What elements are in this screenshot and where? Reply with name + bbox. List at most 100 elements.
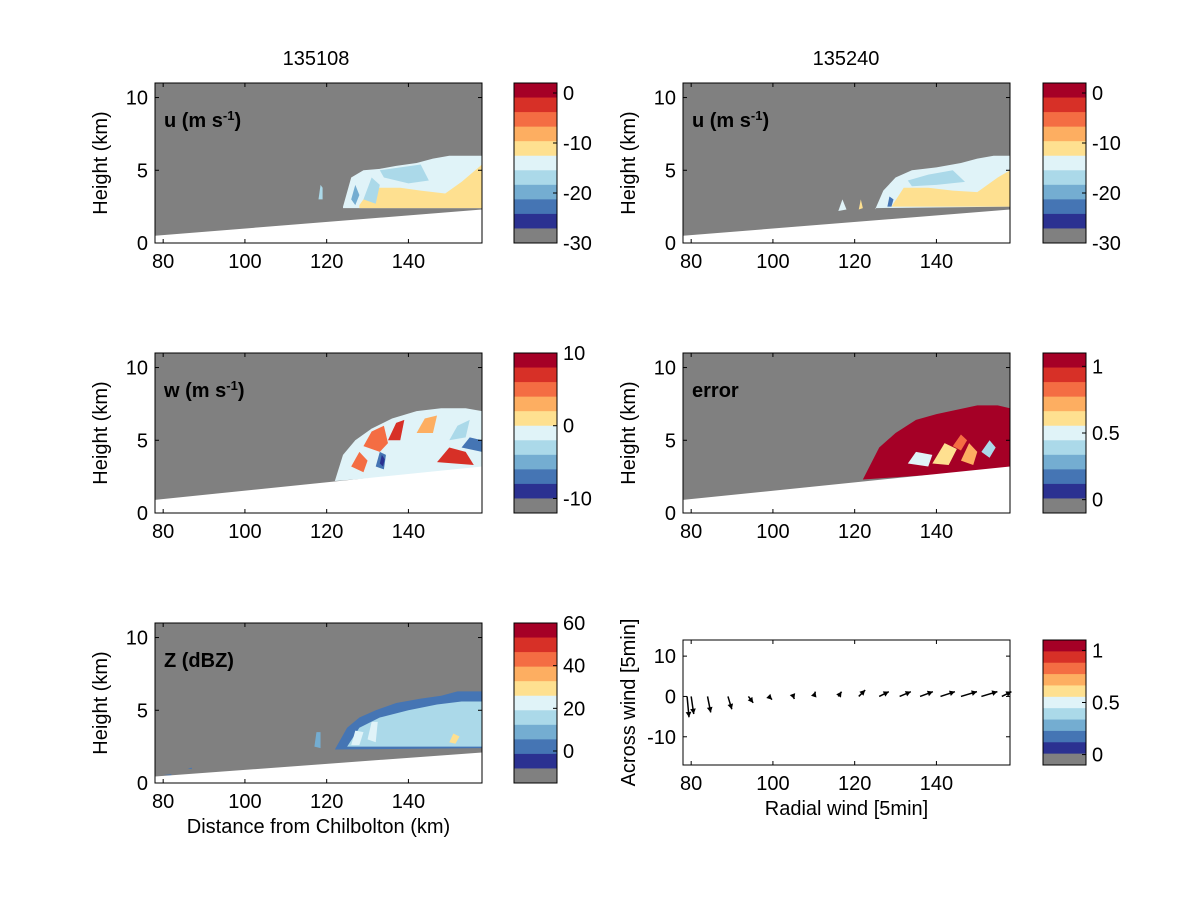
field-region bbox=[461, 437, 482, 452]
colorbar-band bbox=[1043, 651, 1086, 664]
colorbar-band bbox=[514, 126, 557, 142]
colorbar-band bbox=[514, 739, 557, 755]
colorbar-band bbox=[1043, 730, 1086, 743]
x-tick-label: 100 bbox=[228, 791, 261, 813]
field-region bbox=[449, 419, 470, 441]
y-tick-label: 5 bbox=[137, 160, 148, 182]
field-region bbox=[318, 184, 323, 200]
colorbar-band bbox=[514, 367, 557, 383]
colorbar-band bbox=[1043, 184, 1086, 200]
y-tick-label: 5 bbox=[137, 430, 148, 452]
x-tick-label: 120 bbox=[838, 521, 871, 543]
field-region bbox=[907, 451, 933, 467]
y-tick-label: 0 bbox=[665, 686, 676, 708]
column-title-right: 135240 bbox=[812, 48, 880, 70]
colorbar-band bbox=[1043, 640, 1086, 652]
axes-box bbox=[682, 352, 1011, 514]
ground-mask bbox=[683, 466, 1010, 513]
colorbar-band bbox=[514, 382, 557, 398]
field-region bbox=[359, 164, 482, 209]
colorbar-band bbox=[514, 83, 557, 99]
colorbar-band bbox=[514, 184, 557, 200]
colorbar-band bbox=[514, 724, 557, 740]
field-region bbox=[363, 177, 380, 204]
axes-box bbox=[154, 82, 483, 244]
x-tick-label: 80 bbox=[680, 773, 702, 795]
ground-mask bbox=[155, 752, 482, 783]
colorbar-band bbox=[1043, 382, 1086, 398]
x-tick-label: 140 bbox=[392, 251, 425, 273]
colorbar-tick-label: 0 bbox=[1092, 745, 1103, 767]
colorbar-band bbox=[1043, 719, 1086, 732]
colorbar-tick-label: -30 bbox=[1092, 233, 1121, 255]
colorbar-tick-label: 0 bbox=[563, 83, 574, 105]
y-tick-label: 10 bbox=[654, 646, 676, 668]
y-axis-label: Height (km) bbox=[618, 381, 640, 484]
colorbar-band bbox=[1043, 83, 1086, 99]
colorbar: 0 -10 -20 -30 bbox=[513, 82, 592, 255]
colorbar-band bbox=[514, 440, 557, 456]
colorbar-band bbox=[514, 97, 557, 113]
colorbar-band bbox=[514, 469, 557, 485]
colorbar-tick-label: 1 bbox=[1092, 356, 1103, 378]
x-tick-label: 100 bbox=[756, 773, 789, 795]
y-tick-label: 10 bbox=[654, 88, 676, 110]
y-axis-label: Across wind [5min] bbox=[618, 619, 640, 787]
colorbar-band bbox=[1043, 213, 1086, 229]
field-region bbox=[351, 184, 360, 206]
colorbar-band bbox=[1043, 353, 1086, 369]
x-tick-label: 100 bbox=[756, 521, 789, 543]
ground-mask bbox=[155, 466, 482, 513]
field-region bbox=[416, 415, 438, 433]
colorbar-band bbox=[514, 228, 557, 243]
x-tick-label: 140 bbox=[920, 251, 953, 273]
colorbar-band bbox=[514, 155, 557, 171]
colorbar-tick-label: 40 bbox=[563, 656, 585, 678]
colorbar-band bbox=[1043, 469, 1086, 485]
field-region bbox=[314, 732, 321, 749]
y-axis-label: Height (km) bbox=[90, 651, 112, 754]
colorbar: 10 0 -10 bbox=[513, 343, 592, 514]
y-tick-label: 0 bbox=[137, 773, 148, 795]
colorbar-band bbox=[1043, 396, 1086, 412]
x-tick-label: 120 bbox=[310, 251, 343, 273]
colorbar: 60 40 20 0 bbox=[513, 613, 585, 784]
y-tick-label: 10 bbox=[126, 88, 148, 110]
y-tick-label: -10 bbox=[647, 727, 676, 749]
colorbar-band bbox=[514, 681, 557, 697]
wind-arrow-head bbox=[949, 690, 955, 697]
colorbar-band bbox=[514, 652, 557, 668]
colorbar-band bbox=[514, 695, 557, 711]
field-region bbox=[907, 170, 966, 187]
wind-arrow-head bbox=[727, 703, 734, 710]
colorbar-band bbox=[1043, 141, 1086, 157]
colorbar-band bbox=[514, 753, 557, 769]
field-region bbox=[347, 701, 482, 747]
y-tick-label: 0 bbox=[665, 233, 676, 255]
wind-arrow-head bbox=[836, 691, 842, 698]
colorbar-band bbox=[514, 396, 557, 412]
colorbar-band bbox=[1043, 126, 1086, 142]
colorbar-tick-label: 10 bbox=[563, 343, 585, 365]
colorbar-band bbox=[514, 454, 557, 470]
field-region bbox=[952, 434, 968, 451]
y-tick-label: 0 bbox=[137, 233, 148, 255]
y-tick-label: 10 bbox=[126, 358, 148, 380]
ground-mask bbox=[155, 209, 482, 243]
y-tick-label: 0 bbox=[665, 503, 676, 525]
colorbar-band bbox=[1043, 425, 1086, 441]
colorbar: 10.50 bbox=[1042, 639, 1120, 767]
field-region bbox=[363, 425, 388, 452]
colorbar-band bbox=[514, 170, 557, 186]
colorbar-band bbox=[514, 637, 557, 653]
wind-arrow-head bbox=[690, 708, 696, 715]
colorbar-band bbox=[1043, 97, 1086, 113]
x-tick-label: 140 bbox=[392, 791, 425, 813]
x-tick-label: 80 bbox=[152, 521, 174, 543]
colorbar-tick-label: -10 bbox=[563, 133, 592, 155]
